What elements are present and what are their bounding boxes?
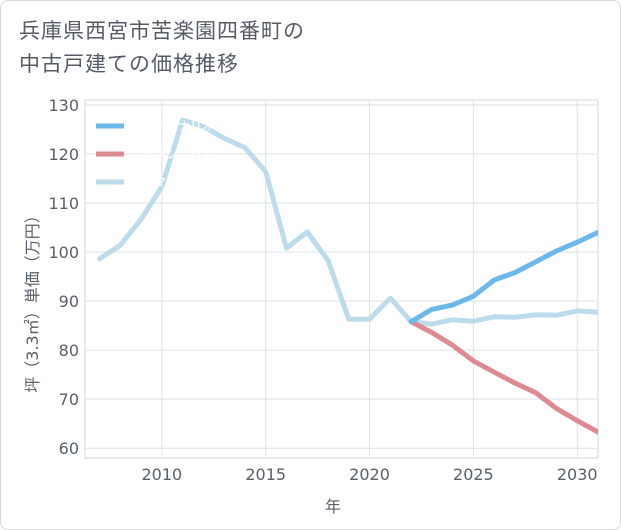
y-tick-label: 100: [48, 243, 79, 262]
series-line-1: [408, 319, 598, 435]
y-tick-label: 110: [48, 194, 79, 213]
y-axis: 60 70 80 90 100 110 120 130: [48, 96, 79, 458]
x-axis: 2010 2015 2020 2025 2030: [141, 465, 597, 484]
chart-title-line-2: 中古戸建ての価格推移: [19, 52, 239, 76]
x-tick-label: 2015: [245, 465, 286, 484]
y-tick-label: 90: [59, 292, 79, 311]
series-line-0: [408, 229, 598, 325]
y-tick-label: 120: [48, 145, 79, 164]
x-tick-label: 2020: [349, 465, 390, 484]
chart-title-line-1: 兵庫県西宮市苦楽園四番町の: [19, 19, 305, 43]
legend-label: ノーマルシナリオ: [130, 175, 226, 189]
y-tick-label: 70: [59, 390, 79, 409]
y-axis-label: 坪（3.3㎡）単価（万円）: [23, 207, 42, 392]
series-line-2: [97, 117, 598, 327]
y-tick-label: 130: [48, 96, 79, 115]
x-axis-label: 年: [325, 497, 341, 516]
series-lines: [97, 117, 598, 435]
chart-title: 兵庫県西宮市苦楽園四番町の 中古戸建ての価格推移: [19, 15, 305, 81]
x-tick-label: 2025: [453, 465, 494, 484]
y-tick-label: 60: [59, 439, 79, 458]
y-tick-label: 80: [59, 341, 79, 360]
legend-label: グッドシナリオ: [130, 119, 214, 133]
x-tick-label: 2030: [557, 465, 598, 484]
x-tick-label: 2010: [141, 465, 182, 484]
legend-label: バッドシナリオ: [130, 147, 214, 161]
